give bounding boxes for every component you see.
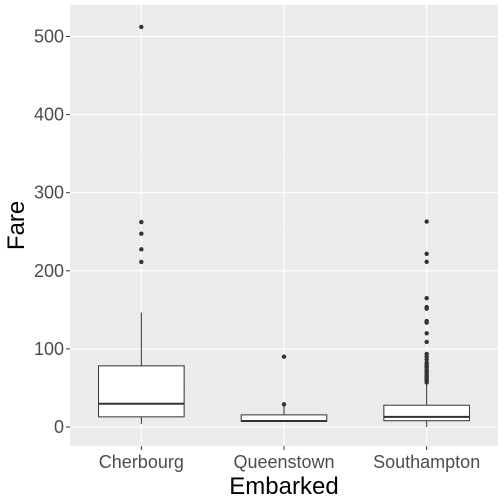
iqr-box: [98, 365, 185, 418]
box-southampton: [383, 219, 470, 427]
outlier-point: [139, 247, 144, 252]
major-gridlines: [70, 5, 498, 446]
outlier-point: [139, 259, 144, 265]
outlier-point: [424, 351, 429, 357]
y-axis: 0 100 200 300 400 500: [34, 27, 70, 437]
outlier-point: [281, 402, 287, 407]
y-tick-label: 500: [34, 27, 64, 47]
outlier-point: [139, 24, 144, 30]
y-tick-label: 0: [54, 417, 64, 437]
outlier-point: [424, 331, 429, 336]
x-axis: Cherbourg Queenstown Southampton: [99, 446, 480, 472]
y-axis-title: Fare: [3, 201, 30, 250]
y-tick-label: 400: [34, 105, 64, 125]
x-tick-label: Queenstown: [233, 452, 334, 472]
outlier-point: [424, 318, 429, 324]
iqr-box: [383, 404, 470, 422]
box-cherbourg: [98, 24, 185, 424]
x-tick-label: Southampton: [373, 452, 480, 472]
outlier-point: [424, 219, 429, 224]
x-tick-label: Cherbourg: [99, 452, 184, 472]
outlier-point: [424, 296, 429, 301]
box-queenstown: [240, 354, 328, 422]
outlier-point: [281, 354, 287, 359]
outlier-point: [424, 339, 429, 345]
y-tick-label: 200: [34, 261, 64, 281]
outlier-point: [424, 259, 429, 265]
outlier-point: [424, 251, 429, 256]
y-tick-label: 300: [34, 183, 64, 203]
box-layer: [98, 24, 470, 427]
x-axis-title: Embarked: [229, 473, 338, 500]
outlier-point: [424, 304, 429, 310]
outlier-point: [424, 360, 429, 366]
outlier-point: [139, 231, 144, 236]
y-tick-label: 100: [34, 339, 64, 359]
outlier-point: [139, 219, 144, 225]
